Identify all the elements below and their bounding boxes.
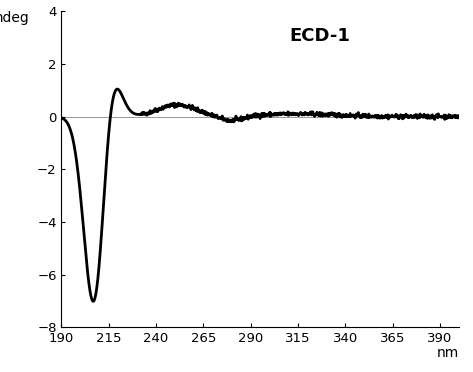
- Y-axis label: mdeg: mdeg: [0, 11, 30, 25]
- Text: ECD-1: ECD-1: [289, 27, 350, 45]
- Text: nm: nm: [437, 346, 459, 360]
